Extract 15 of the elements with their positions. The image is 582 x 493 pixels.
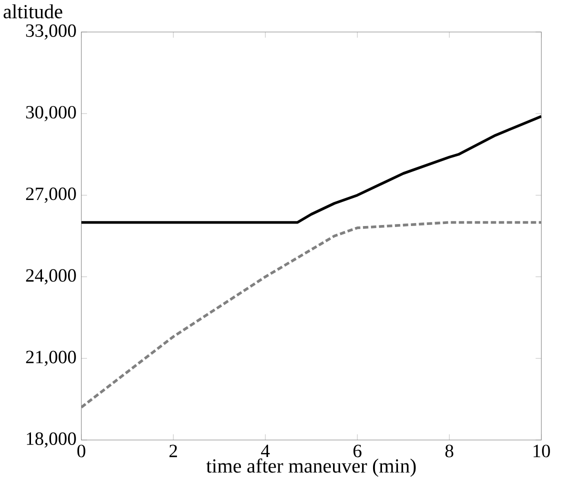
y-tick-label: 21,000 (26, 350, 76, 366)
y-tick-label: 27,000 (26, 187, 76, 203)
x-tick-label: 4 (261, 444, 270, 457)
x-tick-label: 10 (534, 444, 550, 458)
x-tick-label: 6 (353, 444, 362, 458)
x-axis-title: time after maneuver (min) (206, 458, 416, 477)
y-axis-title: altitude (4, 4, 62, 18)
y-tick-label: 30,000 (26, 106, 76, 122)
x-tick-label: 8 (445, 444, 454, 458)
y-tick-label: 24,000 (26, 268, 76, 284)
x-tick-label: 2 (169, 444, 177, 457)
line-series (81, 114, 542, 224)
x-tick-label: 0 (77, 444, 86, 458)
y-tick-label: 18,000 (26, 432, 76, 448)
y-tick-label: 33,000 (26, 24, 76, 40)
